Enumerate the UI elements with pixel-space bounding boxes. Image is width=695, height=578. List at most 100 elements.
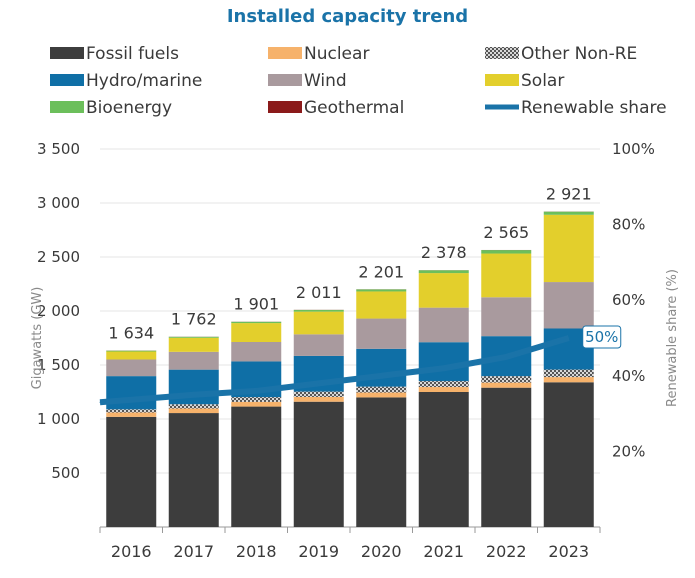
y2-tick-label: 40% [612, 367, 645, 385]
legend-swatch-wind [268, 74, 302, 86]
bar-bioenergy-2020 [356, 289, 407, 292]
total-label-2018: 1 901 [233, 295, 279, 314]
legend-swatch-nuclear [268, 47, 302, 59]
y2-tick-label: 80% [612, 216, 645, 234]
renewable-share-point-2018 [255, 390, 257, 392]
y-axis-title: Gigawatts (GW) [30, 287, 45, 390]
y-tick-label: 3 000 [37, 194, 80, 212]
bar-nuclear-2023 [543, 377, 594, 383]
renewable-share-line [99, 335, 570, 406]
bar-solar-2019 [293, 311, 344, 335]
legend-label-nuclear: Nuclear [304, 44, 369, 64]
legend-label-wind: Wind [304, 71, 347, 91]
bar-wind-2018 [231, 341, 282, 362]
renewable-share-point-2019 [318, 382, 320, 384]
y-tick-label: 1 000 [37, 410, 80, 428]
bar-other-non-re-2022 [481, 376, 532, 383]
labels: 1 634 1 762 1 901 2 011 2 201 2 378 2 565 2 921… [108, 185, 622, 349]
legend-label-bioenergy: Bioenergy [86, 98, 172, 118]
renewable-share-point-2016 [99, 401, 101, 403]
bar-nuclear-2018 [231, 401, 282, 407]
y-tick-label: 3 500 [37, 140, 80, 158]
bar-bioenergy-2018 [231, 321, 282, 324]
bar-bioenergy-2022 [481, 250, 532, 254]
total-label-2022: 2 565 [483, 223, 529, 242]
bar-other-non-re-2019 [293, 391, 344, 397]
total-label-2017: 1 762 [171, 310, 217, 329]
x-tick-label-2019: 2019 [298, 542, 339, 561]
bar-fossil-fuels-2018 [231, 406, 282, 527]
x-tick-label-2023: 2023 [548, 542, 589, 561]
bar-bioenergy-2019 [293, 309, 344, 312]
y2-axis-title: Renewable share (%) [665, 269, 680, 407]
bar-fossil-fuels-2016 [106, 416, 157, 527]
bar-other-non-re-2018 [231, 397, 282, 402]
bars: 2016 2017 2018 2019 2020 2021 2022 2023 [99, 211, 601, 561]
bar-wind-2021 [418, 307, 469, 343]
x-tick-label-2018: 2018 [236, 542, 277, 561]
bar-fossil-fuels-2019 [293, 401, 344, 527]
renewable-share-point-2023 [568, 337, 570, 339]
bar-solar-2018 [231, 323, 282, 342]
bar-solar-2021 [418, 273, 469, 308]
legend-swatch-bioenergy [50, 101, 84, 113]
bar-bioenergy-2016 [106, 350, 157, 352]
bar-bioenergy-2017 [168, 336, 219, 338]
bar-fossil-fuels-2022 [481, 387, 532, 527]
renewable-share-series [99, 335, 570, 406]
bar-other-non-re-2020 [356, 386, 407, 393]
total-label-2019: 2 011 [296, 283, 342, 302]
y-tick-label: 2 500 [37, 248, 80, 266]
total-label-2023: 2 921 [546, 185, 592, 204]
renewable-share-point-2021 [443, 367, 445, 369]
bar-fossil-fuels-2023 [543, 382, 594, 527]
bar-fossil-fuels-2017 [168, 413, 219, 527]
bar-nuclear-2022 [481, 382, 532, 388]
legend-swatch-hydro-marine [50, 74, 84, 86]
bar-solar-2016 [106, 351, 157, 360]
bar-nuclear-2016 [106, 412, 157, 417]
bar-bioenergy-2021 [418, 270, 469, 274]
legend-label-solar: Solar [521, 71, 564, 91]
y2-tick-label: 20% [612, 442, 645, 460]
bar-nuclear-2021 [418, 387, 469, 392]
total-label-2020: 2 201 [358, 262, 404, 281]
x-tick-label-2022: 2022 [486, 542, 527, 561]
bar-hydro-marine-2021 [418, 342, 469, 382]
y2-tick-label: 60% [612, 291, 645, 309]
gridlines: 500 1 000 1 500 2 000 2 500 3 000 3 500 20% 40% 6… [30, 140, 680, 528]
bar-solar-2017 [168, 337, 219, 352]
y2-tick-label: 100% [612, 140, 655, 158]
bar-fossil-fuels-2021 [418, 392, 469, 527]
x-tick-label-2020: 2020 [361, 542, 402, 561]
renewable-share-point-2022 [505, 356, 507, 358]
legend-swatch-other-non-re [485, 47, 519, 59]
legend-label-renewable-share: Renewable share [521, 98, 667, 118]
y-tick-label: 2 000 [37, 302, 80, 320]
legend-swatch-fossil-fuels [50, 47, 84, 59]
legend-swatch-geothermal [268, 101, 302, 113]
legend-label-fossil-fuels: Fossil fuels [86, 44, 179, 64]
bar-nuclear-2019 [293, 396, 344, 402]
renewable-share-point-2017 [193, 394, 195, 396]
bar-solar-2022 [481, 253, 532, 298]
legend-label-other-non-re: Other Non-RE [521, 44, 637, 64]
y-tick-label: 1 500 [37, 356, 80, 374]
bar-nuclear-2017 [168, 408, 219, 414]
bar-wind-2023 [543, 282, 594, 329]
total-label-2016: 1 634 [108, 324, 154, 343]
bar-hydro-marine-2016 [106, 376, 157, 410]
x-tick-label-2016: 2016 [111, 542, 152, 561]
bar-other-non-re-2017 [168, 404, 219, 409]
renewable-share-point-2020 [380, 375, 382, 377]
bar-wind-2022 [481, 297, 532, 337]
legend-swatch-solar [485, 74, 519, 86]
legend: Fossil fuels Nuclear Other Non-RE Hydro/mar… [50, 44, 667, 118]
legend-label-hydro-marine: Hydro/marine [86, 71, 202, 91]
bar-fossil-fuels-2020 [356, 397, 407, 527]
bar-wind-2016 [106, 359, 157, 377]
total-label-2021: 2 378 [421, 243, 467, 262]
y-tick-label: 500 [51, 464, 80, 482]
chart-title: Installed capacity trend [226, 6, 469, 27]
